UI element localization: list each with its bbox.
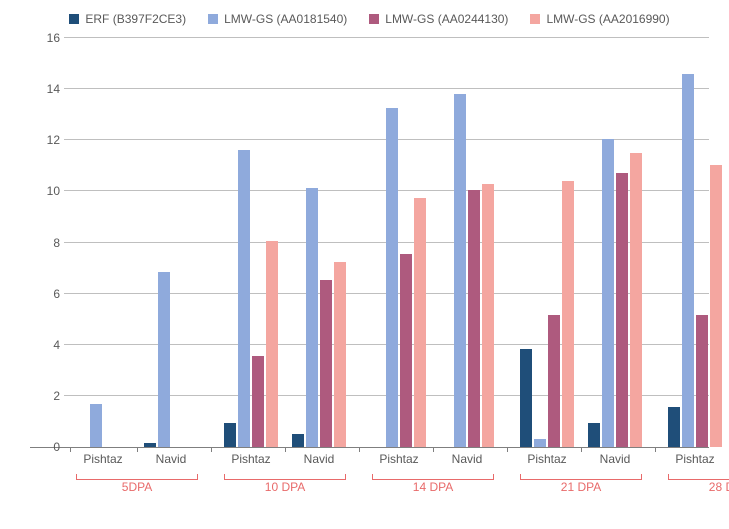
bar-cluster (224, 150, 278, 447)
legend-item-lmw1: LMW-GS (AA0181540) (208, 12, 347, 26)
chart-container: ERF (B397F2CE3) LMW-GS (AA0181540) LMW-GS … (0, 0, 729, 529)
x-cluster-label: Pishtaz (527, 452, 566, 466)
bar-lmw3 (710, 165, 722, 447)
y-tick-label: 8 (30, 236, 60, 250)
x-cluster-label: Navid (156, 452, 187, 466)
legend-label: LMW-GS (AA2016990) (546, 12, 669, 26)
x-cluster-label: Navid (600, 452, 631, 466)
gridline (64, 88, 709, 89)
bar-erf (588, 423, 600, 447)
x-axis-cluster-labels: Pishtaz Navid Pishtaz Navid Pishtaz Navid Pish… (64, 452, 709, 470)
y-tick-label: 10 (30, 184, 60, 198)
x-cluster-label: Pishtaz (379, 452, 418, 466)
bar-lmw1 (238, 150, 250, 447)
bar-cluster (440, 94, 494, 447)
group-label: 10 DPA (265, 480, 305, 494)
bar-lmw1 (386, 108, 398, 447)
bar-cluster (520, 181, 574, 447)
x-cluster-label: Pishtaz (83, 452, 122, 466)
legend-label: LMW-GS (AA0181540) (224, 12, 347, 26)
bar-lmw1 (682, 74, 694, 447)
legend-swatch-lmw1 (208, 14, 218, 24)
legend-item-erf: ERF (B397F2CE3) (69, 12, 186, 26)
x-axis-group-labels: 5DPA10 DPA14 DPA21 DPA28 DPA (64, 470, 709, 500)
bar-cluster (144, 272, 198, 447)
bar-cluster (668, 74, 722, 447)
bar-erf (224, 423, 236, 447)
legend-swatch-erf (69, 14, 79, 24)
bar-erf (520, 349, 532, 447)
bar-lmw1 (158, 272, 170, 447)
bar-lmw3 (482, 184, 494, 447)
legend: ERF (B397F2CE3) LMW-GS (AA0181540) LMW-GS … (30, 12, 709, 26)
legend-swatch-lmw2 (369, 14, 379, 24)
bar-cluster (372, 108, 426, 447)
y-tick-label: 2 (30, 389, 60, 403)
bar-lmw1 (602, 139, 614, 447)
group-label: 21 DPA (561, 480, 601, 494)
plot-inner (64, 38, 709, 447)
bar-lmw2 (696, 315, 708, 447)
bar-lmw2 (616, 173, 628, 447)
y-tick-label: 6 (30, 287, 60, 301)
legend-label: ERF (B397F2CE3) (85, 12, 186, 26)
bar-lmw2 (400, 254, 412, 447)
bar-lmw2 (468, 190, 480, 447)
bar-lmw2 (252, 356, 264, 447)
bar-lmw3 (266, 241, 278, 447)
x-cluster-label: Pishtaz (675, 452, 714, 466)
bar-lmw1 (306, 188, 318, 447)
bar-cluster (292, 188, 346, 447)
legend-item-lmw3: LMW-GS (AA2016990) (530, 12, 669, 26)
bar-lmw1 (534, 439, 546, 447)
bar-erf (668, 407, 680, 447)
x-cluster-label: Navid (452, 452, 483, 466)
bar-erf (144, 443, 156, 447)
legend-item-lmw2: LMW-GS (AA0244130) (369, 12, 508, 26)
x-cluster-label: Pishtaz (231, 452, 270, 466)
group-label: 5DPA (122, 480, 152, 494)
group-label: 14 DPA (413, 480, 453, 494)
bar-lmw3 (414, 198, 426, 447)
bar-lmw2 (548, 315, 560, 447)
bar-lmw3 (562, 181, 574, 447)
bar-cluster (588, 139, 642, 447)
bar-lmw1 (90, 404, 102, 447)
y-tick-label: 14 (30, 82, 60, 96)
bar-lmw1 (454, 94, 466, 447)
y-tick-label: 4 (30, 338, 60, 352)
group-label: 28 DPA (709, 480, 729, 494)
bar-cluster (76, 404, 130, 447)
bar-lmw2 (320, 280, 332, 447)
legend-swatch-lmw3 (530, 14, 540, 24)
bar-lmw3 (334, 262, 346, 447)
x-cluster-label: Navid (304, 452, 335, 466)
plot-area: 0246810121416 (30, 38, 709, 448)
bar-erf (292, 434, 304, 447)
y-tick-label: 16 (30, 31, 60, 45)
legend-label: LMW-GS (AA0244130) (385, 12, 508, 26)
bar-lmw3 (630, 153, 642, 447)
y-tick-label: 12 (30, 133, 60, 147)
gridline (64, 37, 709, 38)
